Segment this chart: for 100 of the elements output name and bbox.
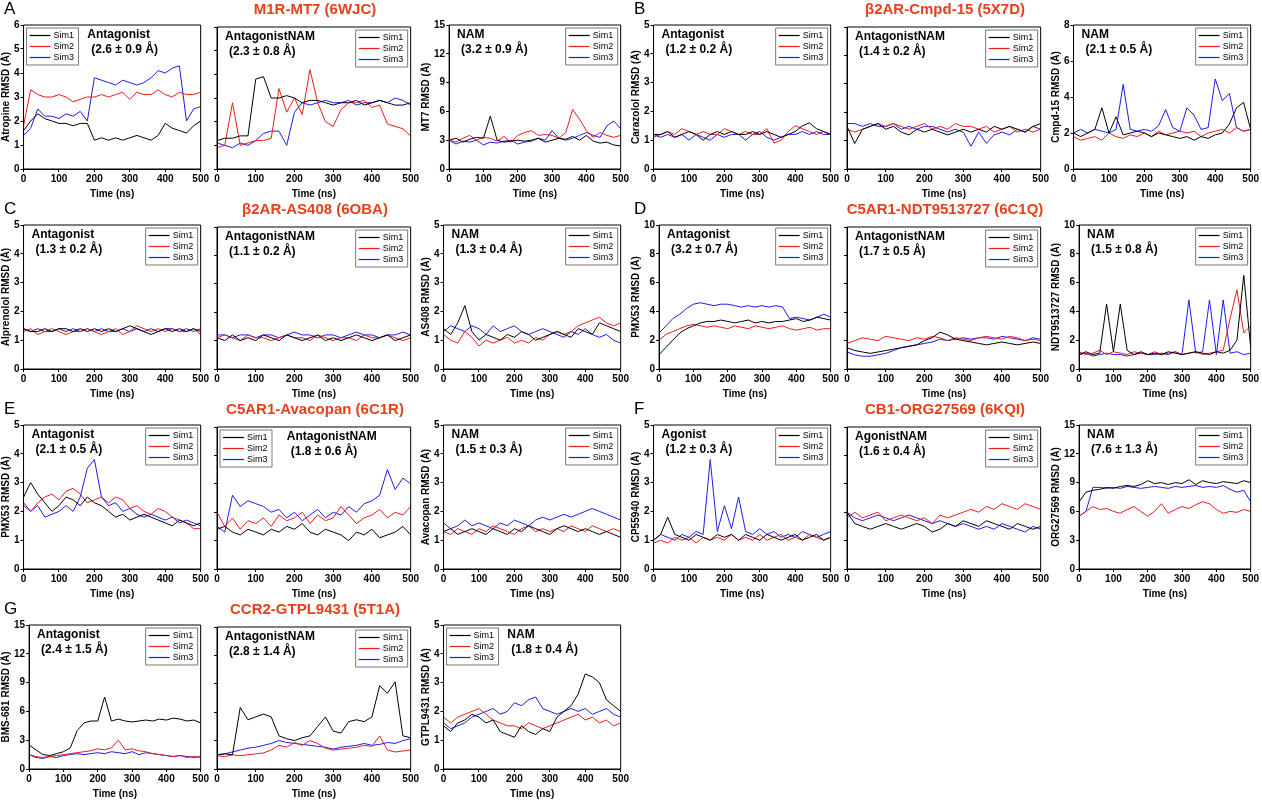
legend-label: Sim2 [382,642,404,653]
legend-label: Sim1 [172,429,194,440]
y-axis-title: BMS-681 RMSD (Å) [0,651,11,743]
y-tick-label: 3 [1069,533,1076,545]
y-tick-label: 6 [1064,54,1070,66]
x-axis-title: Time (ns) [722,387,768,399]
x-tick-label: 500 [1242,572,1260,584]
chart-subtitle: Antagonist [31,227,95,242]
x-tick-label: 500 [192,372,210,384]
legend-label: Sim2 [382,242,404,253]
legend-label: Sim3 [802,251,824,262]
legend-label: Sim1 [382,231,404,242]
x-tick-label: 300 [751,572,769,584]
y-tick-label: 0 [644,562,650,574]
x-tick-label: 400 [993,372,1011,384]
x-tick-label: 0 [214,172,221,184]
legend-label: Sim3 [802,451,824,462]
x-tick-label: 200 [719,372,737,384]
x-tick-label: 300 [324,372,342,384]
annotation: (2.6 ± 0.9 Å) [91,41,158,57]
x-axis-title: Time (ns) [1142,587,1188,599]
legend-label: Sim3 [473,651,495,662]
y-tick-label: 0 [434,762,440,774]
legend-label: Sim3 [247,453,268,464]
y-axis-title: AS408 RMSD (Å) [418,257,431,337]
x-tick-label: 500 [822,572,840,584]
chart-title: β2AR-AS408 (6OBA) [241,200,389,218]
x-tick-label: 300 [1173,372,1191,384]
annotation: (2.1 ± 0.5 Å) [35,441,103,457]
x-tick-label: 300 [123,772,141,784]
x-tick-label: 500 [1242,372,1260,384]
legend-label: Sim1 [592,229,614,240]
chart-subtitle: Antagonist [37,627,100,642]
y-tick-label: 9 [439,76,446,88]
legend-label: Sim1 [53,29,75,40]
legend-label: Sim2 [1012,242,1034,253]
annotation: (1.6 ± 0.4 Å) [859,443,926,459]
x-tick-label: 100 [475,172,493,184]
y-axis-title: Avacopan RMSD (Å) [418,448,431,546]
y-tick-label: 1 [434,733,440,745]
y-tick-label: 12 [434,47,446,59]
x-tick-label: 500 [612,772,630,784]
annotation: (2.8 ± 1.4 Å) [229,643,296,659]
chart-title: CB1-ORG27569 (6KQI) [863,400,1027,418]
x-tick-label: 200 [506,572,524,584]
x-tick-label: 100 [1100,172,1118,184]
legend-label: Sim1 [172,229,194,240]
y-tick-label: 1 [644,533,650,545]
y-tick-label: 6 [1069,276,1076,288]
y-tick-label: 2 [1069,333,1076,345]
y-tick-label: 0 [14,362,20,374]
y-tick-label: 12 [1064,447,1076,459]
y-tick-label: 0 [644,162,650,174]
y-tick-label: 2 [14,505,20,517]
y-tick-label: 3 [439,133,446,145]
y-tick-label: 15 [14,618,26,630]
x-tick-label: 100 [1105,572,1123,584]
y-tick-label: 6 [649,276,656,288]
legend-label: Sim1 [247,431,268,442]
x-tick-label: 200 [286,172,304,184]
chart-subtitle: Antagonist [667,227,730,242]
x-tick-label: 100 [877,372,895,384]
legend-label: Sim2 [172,640,194,651]
x-tick-label: 100 [247,772,265,784]
y-tick-label: 8 [1064,18,1070,30]
y-tick-label: 4 [14,247,20,259]
x-tick-label: 100 [470,372,488,384]
legend-label: Sim3 [1012,453,1034,464]
x-tick-label: 500 [822,172,840,184]
x-tick-label: 500 [612,172,630,184]
y-tick-label: 6 [1069,505,1076,517]
x-tick-label: 200 [509,172,527,184]
legend-label: Sim3 [382,253,404,264]
x-axis-title: Time (ns) [291,787,336,799]
x-axis-title: Time (ns) [509,387,555,399]
x-tick-label: 200 [506,772,524,784]
legend-label: Sim2 [1222,40,1244,51]
y-tick-label: 4 [434,647,440,659]
x-tick-label: 400 [788,372,806,384]
y-tick-label: 0 [1064,162,1070,174]
chart-subtitle: AntagonistNAM [225,229,315,244]
legend-label: Sim1 [802,29,824,40]
legend-label: Sim2 [802,40,824,51]
x-tick-label: 500 [192,172,210,184]
legend-label: Sim3 [1012,253,1034,264]
x-tick-label: 500 [822,372,840,384]
x-tick-label: 200 [286,572,304,584]
y-tick-label: 5 [434,418,440,430]
y-tick-label: 6 [19,705,26,717]
legend-label: Sim3 [802,51,824,62]
x-tick-label: 100 [247,572,265,584]
x-tick-label: 300 [1171,172,1189,184]
y-tick-label: 12 [14,647,26,659]
x-tick-label: 300 [954,172,972,184]
legend-label: Sim2 [172,440,194,451]
chart-subtitle: AntagonistNAM [855,29,945,44]
x-tick-label: 100 [247,172,265,184]
legend-label: Sim2 [473,640,495,651]
chart-subtitle: Antagonist [31,427,95,442]
y-axis-title: Alprenolol RMSD (Å) [0,247,11,347]
